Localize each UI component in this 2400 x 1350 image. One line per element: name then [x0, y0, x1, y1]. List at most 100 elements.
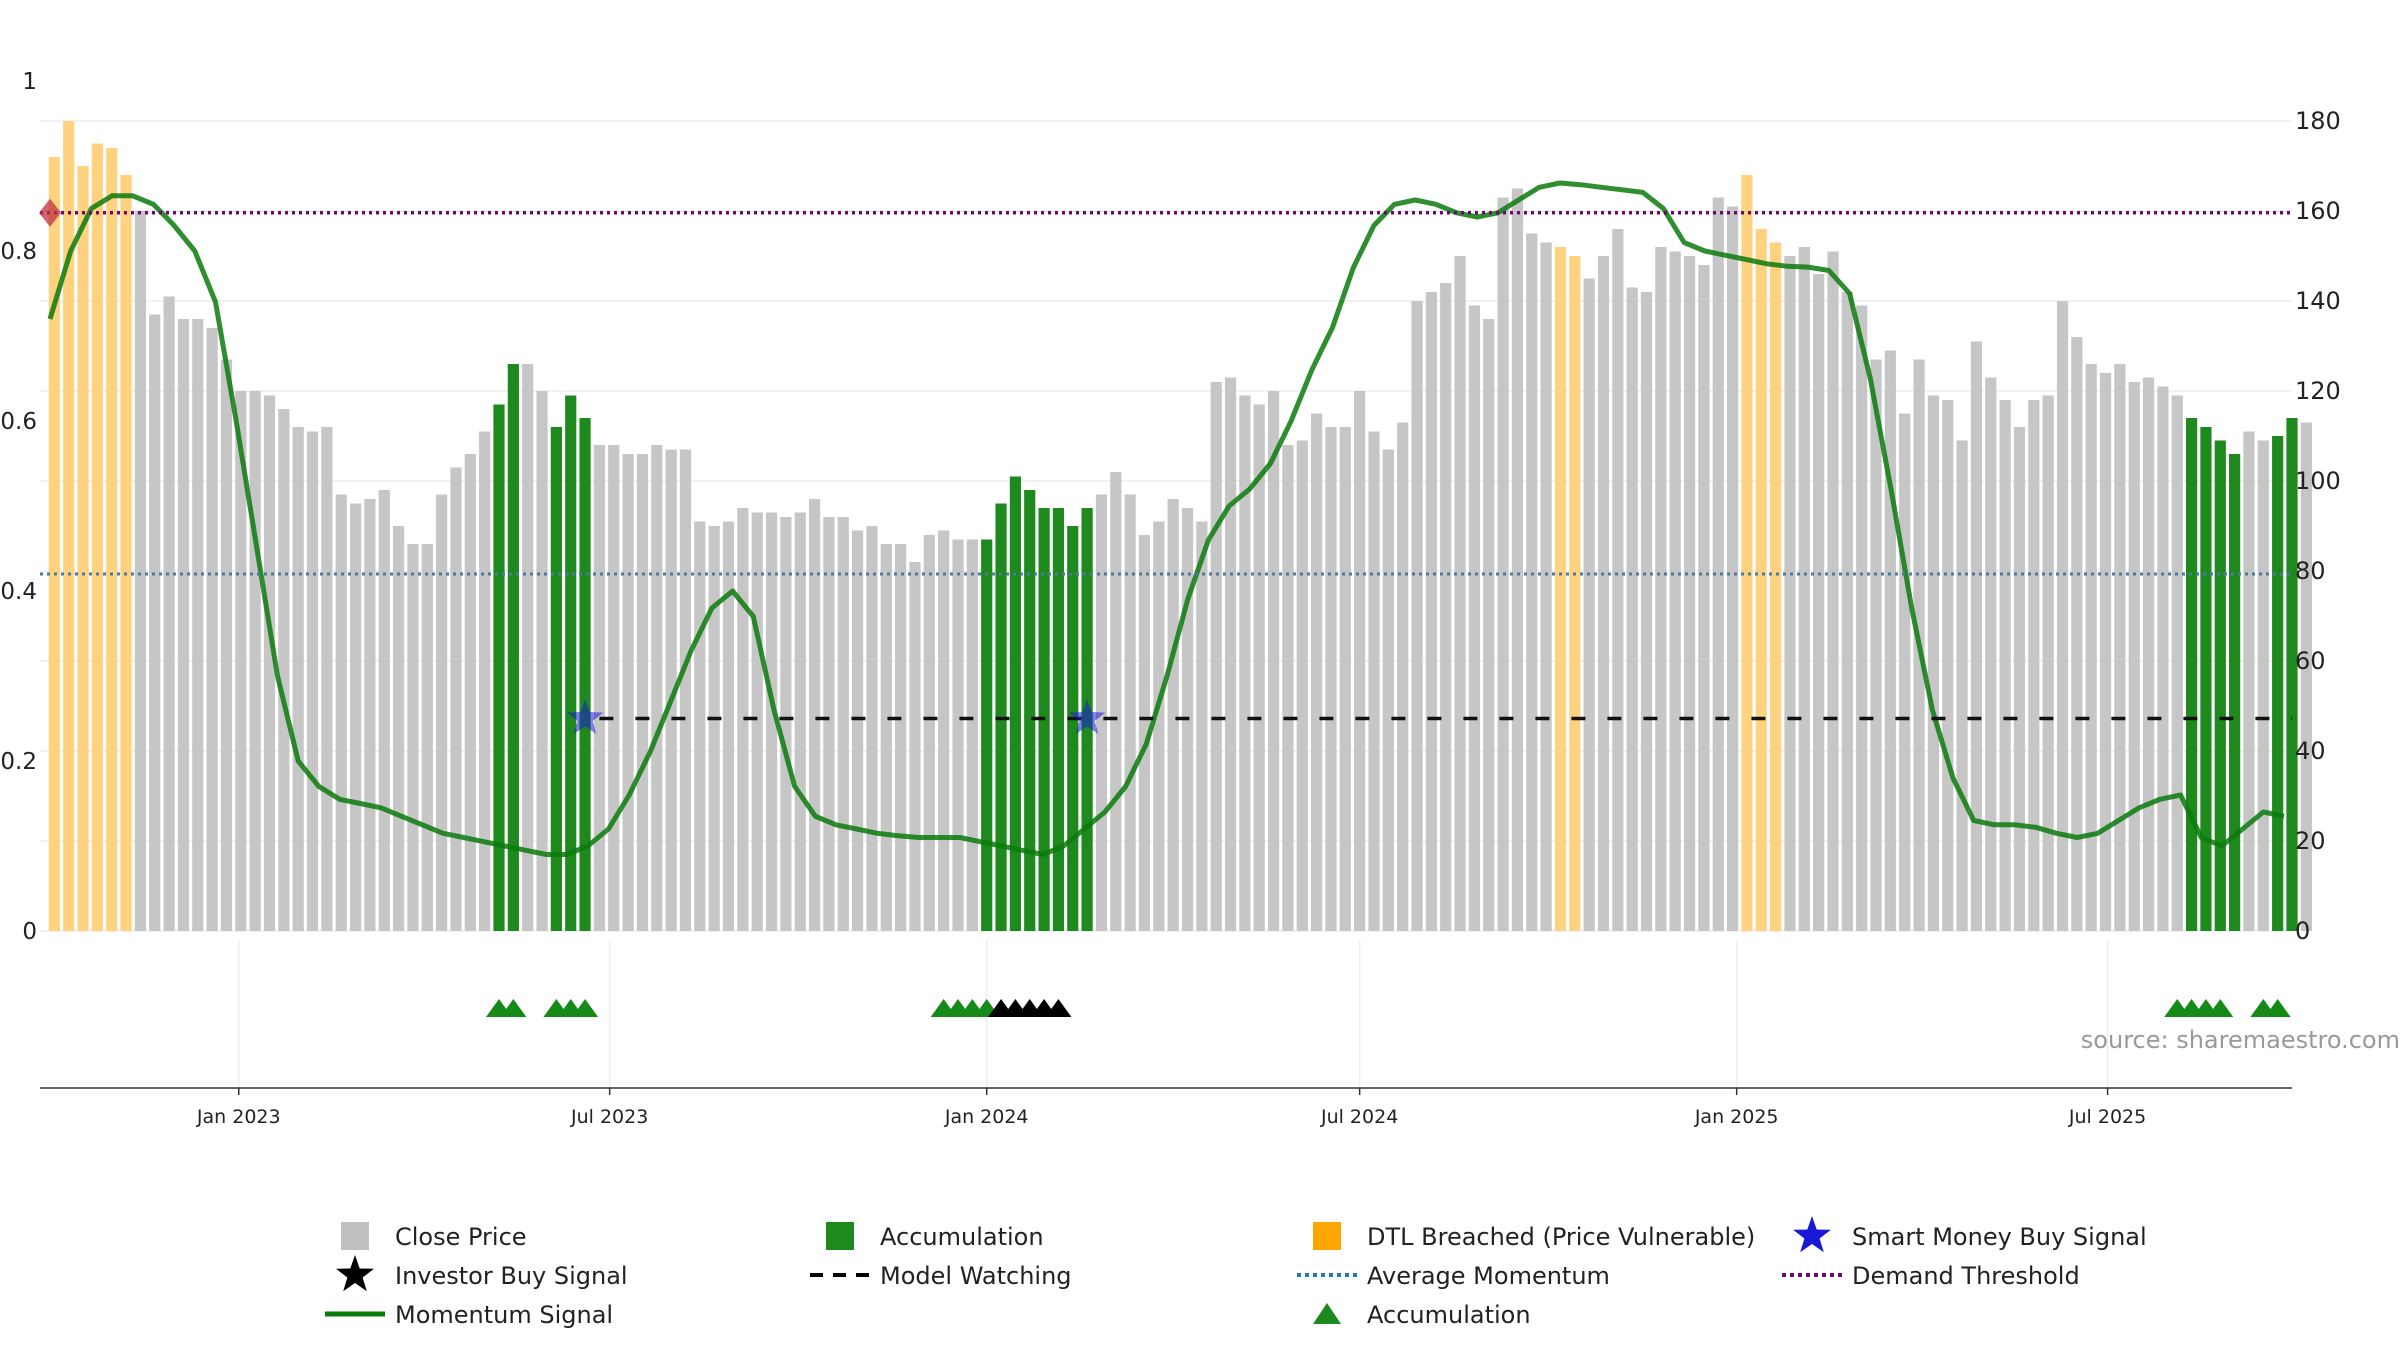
x-tick-label: Jan 2025	[1694, 1106, 1779, 1128]
legend-item: Close Price	[341, 1222, 527, 1251]
close-price-bar	[1354, 391, 1366, 931]
close-price-bar	[1468, 305, 1480, 931]
close-price-bar	[1425, 292, 1437, 931]
legend-label: Accumulation	[1367, 1301, 1531, 1329]
left-tick-label: 0.4	[0, 579, 37, 605]
close-price-bar	[1683, 256, 1696, 931]
close-price-bar	[249, 391, 261, 931]
close-price-bar	[1597, 256, 1610, 931]
signal-markers	[39, 198, 2291, 1017]
legend-label: DTL Breached (Price Vulnerable)	[1367, 1223, 1755, 1251]
close-price-bar	[1870, 359, 1882, 931]
legend-swatch	[826, 1222, 854, 1250]
smart-money-buy-star	[567, 699, 604, 734]
close-price-bar	[808, 499, 821, 931]
close-price-bar	[1454, 256, 1466, 931]
close-price-bar	[1167, 499, 1179, 931]
close-price-bar	[192, 319, 204, 931]
legend-label: Average Momentum	[1367, 1262, 1610, 1290]
close-price-bar	[1267, 391, 1280, 931]
close-price-bar	[1583, 278, 1595, 931]
legend-label: Investor Buy Signal	[395, 1262, 628, 1290]
legend-item: DTL Breached (Price Vulnerable)	[1313, 1222, 1755, 1251]
legend-label: Momentum Signal	[395, 1301, 613, 1329]
accumulation-bar	[2286, 418, 2298, 931]
close-price-bar	[694, 521, 706, 931]
x-tick-label: Jan 2023	[196, 1106, 281, 1128]
close-price-bar	[1368, 431, 1380, 931]
close-price-bar	[2114, 364, 2126, 931]
legend-item: Momentum Signal	[325, 1301, 613, 1329]
dtl-breached-bar	[106, 148, 118, 931]
close-price-bar	[1884, 350, 1896, 931]
accumulation-bar	[507, 364, 519, 931]
close-price-bar	[1640, 292, 1653, 931]
close-price-bar	[1970, 341, 1983, 931]
dtl-breached-bar	[91, 143, 103, 931]
accumulation-bar	[493, 404, 505, 931]
close-price-bar	[1927, 395, 1939, 931]
signal-lines	[40, 180, 2292, 857]
close-price-bar	[292, 427, 304, 931]
close-price-bar	[852, 530, 864, 931]
accumulation-bar	[1067, 526, 1079, 931]
close-price-bar	[923, 535, 935, 931]
close-price-bar	[608, 445, 620, 931]
legend-label: Smart Money Buy Signal	[1852, 1223, 2147, 1251]
accumulation-triangle	[2207, 999, 2234, 1017]
close-price-bar	[909, 562, 921, 931]
close-price-bar	[1726, 206, 1739, 931]
dtl-breached-bar	[48, 157, 60, 931]
close-price-bar	[1540, 242, 1552, 931]
close-price-bar	[177, 319, 190, 931]
close-price-bar	[823, 517, 835, 931]
close-price-bar	[134, 211, 147, 931]
x-tick-label: Jan 2024	[944, 1106, 1029, 1128]
close-price-bar	[1124, 494, 1136, 931]
left-tick-label: 0.8	[0, 239, 37, 265]
close-price-bar	[163, 296, 175, 931]
close-price-bar	[1196, 521, 1208, 931]
left-tick-label: 0.2	[0, 749, 37, 775]
right-tick-label: 100	[2295, 467, 2341, 495]
left-tick-label: 0.6	[0, 409, 37, 435]
close-price-bar	[708, 526, 720, 931]
close-price-bar	[1239, 395, 1251, 931]
close-price-bar	[765, 512, 778, 931]
close-price-bar	[378, 490, 390, 931]
close-price-bar	[1224, 377, 1237, 931]
close-price-bar	[1669, 251, 1681, 931]
close-price-bar	[780, 517, 792, 931]
source-label: source: sharemaestro.com	[2081, 1026, 2400, 1054]
close-price-bar	[278, 409, 290, 931]
left-tick-label: 1	[22, 69, 37, 95]
legend-swatch	[341, 1222, 369, 1250]
close-price-bar	[2013, 427, 2026, 931]
close-price-bar	[880, 544, 892, 931]
accumulation-bar	[1024, 490, 1036, 931]
legend-star-icon	[1793, 1216, 1831, 1253]
accumulation-bar	[2272, 436, 2284, 931]
close-price-bar	[1784, 256, 1796, 931]
x-tick-label: Jul 2025	[2068, 1106, 2146, 1128]
close-price-bar	[1899, 413, 1911, 931]
close-price-bar	[522, 364, 534, 931]
accumulation-bar	[981, 539, 993, 931]
close-price-bar	[1153, 521, 1165, 931]
dtl-breached-bar	[1741, 175, 1753, 931]
close-price-bar	[1813, 274, 1825, 931]
close-price-bar	[2085, 364, 2097, 931]
close-price-bar	[436, 494, 448, 931]
legend-label: Close Price	[395, 1223, 527, 1251]
close-price-bar	[1827, 251, 1839, 931]
close-price-bar	[335, 494, 347, 931]
close-price-bar	[1110, 472, 1122, 931]
close-price-bar	[2071, 337, 2083, 931]
close-price-bar	[2300, 422, 2312, 931]
x-tick-label: Jul 2024	[1320, 1106, 1398, 1128]
close-price-bar	[479, 431, 491, 931]
close-price-bar	[2257, 440, 2269, 931]
close-price-bar	[149, 314, 161, 931]
close-price-bar	[1712, 197, 1724, 931]
close-price-bar	[450, 467, 462, 931]
